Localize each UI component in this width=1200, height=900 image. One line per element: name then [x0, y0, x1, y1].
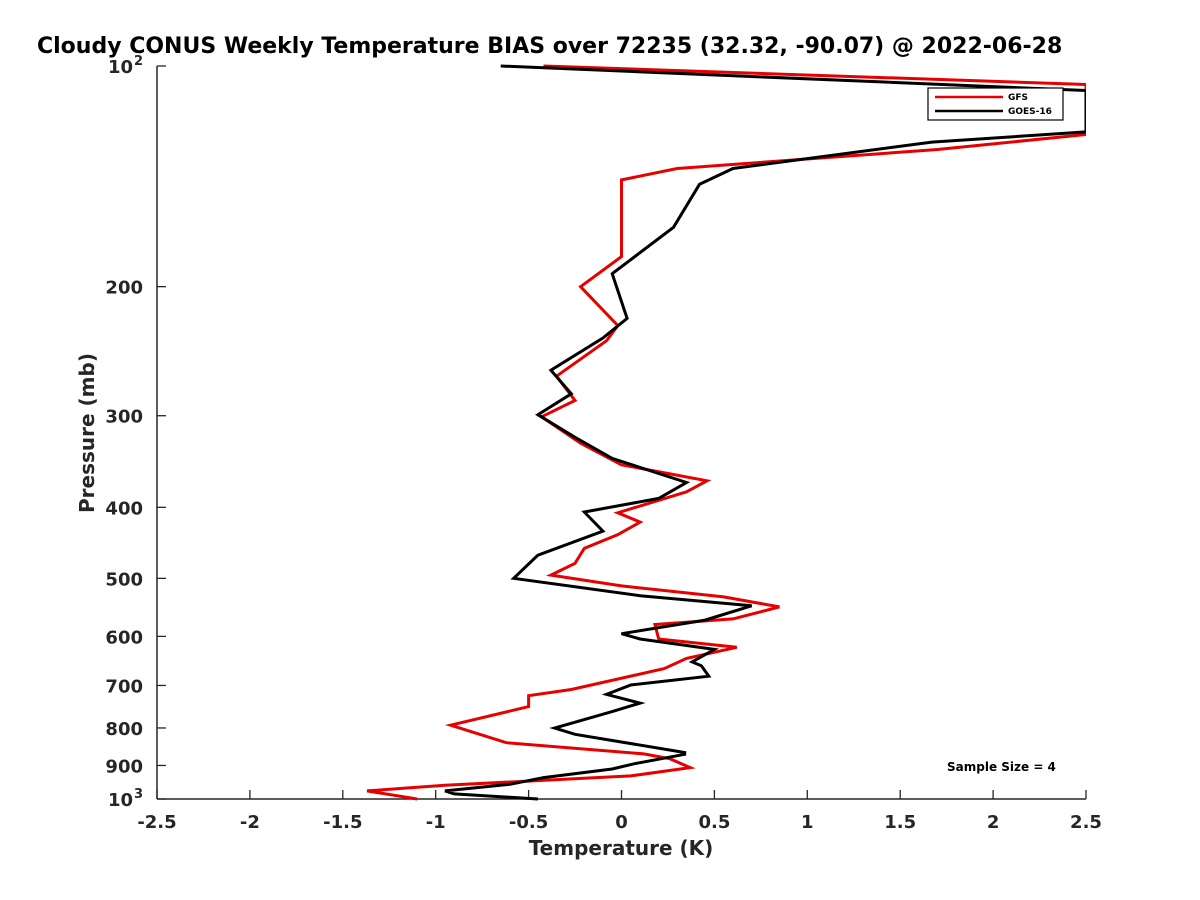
- y-tick-label: 600: [105, 627, 143, 648]
- series-layer: [366, 64, 1086, 801]
- sample-size-annotation: Sample Size = 4: [947, 760, 1056, 774]
- y-tick-label-exponent: 2: [134, 54, 143, 69]
- x-tick-label: -0.5: [509, 812, 548, 833]
- y-tick-label-base: 10: [108, 790, 133, 811]
- legend-label-gfs: GFS: [1008, 93, 1028, 103]
- y-tick-label: 200: [105, 278, 143, 299]
- x-tick-label: -2.5: [137, 812, 176, 833]
- series-line-gfs: [366, 64, 1086, 801]
- x-axis-ticks: -2.5 -2 -1.5 -1 -0.5 0 0.5 1 1.5 2 2.5: [137, 790, 1102, 833]
- y-axis-label: Pressure (mb): [75, 353, 99, 513]
- y-tick-label: 800: [105, 719, 143, 740]
- series-line-goes16: [444, 64, 1086, 801]
- y-tick-label: 300: [105, 407, 143, 428]
- y-tick-label: 700: [105, 676, 143, 697]
- x-tick-label: -2: [240, 812, 260, 833]
- y-tick-label-exponent: 3: [134, 787, 143, 802]
- x-tick-label: 2: [987, 812, 1000, 833]
- y-tick-label-base: 10: [108, 57, 133, 78]
- x-tick-label: 1: [801, 812, 814, 833]
- x-tick-label: 2.5: [1070, 812, 1102, 833]
- x-axis-label: Temperature (K): [529, 836, 714, 860]
- x-tick-label: 0.5: [698, 812, 730, 833]
- y-tick-label: 500: [105, 569, 143, 590]
- chart-title: Cloudy CONUS Weekly Temperature BIAS ove…: [37, 34, 1062, 59]
- y-tick-label: 400: [105, 498, 143, 519]
- x-tick-label: -1.5: [323, 812, 362, 833]
- legend-label-goes16: GOES-16: [1008, 107, 1052, 117]
- legend-box: [927, 87, 1064, 121]
- x-tick-label: 0: [615, 812, 628, 833]
- x-tick-label: 1.5: [884, 812, 916, 833]
- x-tick-label: -1: [426, 812, 446, 833]
- y-tick-label: 900: [105, 756, 143, 777]
- legend: GFS GOES-16: [927, 87, 1064, 121]
